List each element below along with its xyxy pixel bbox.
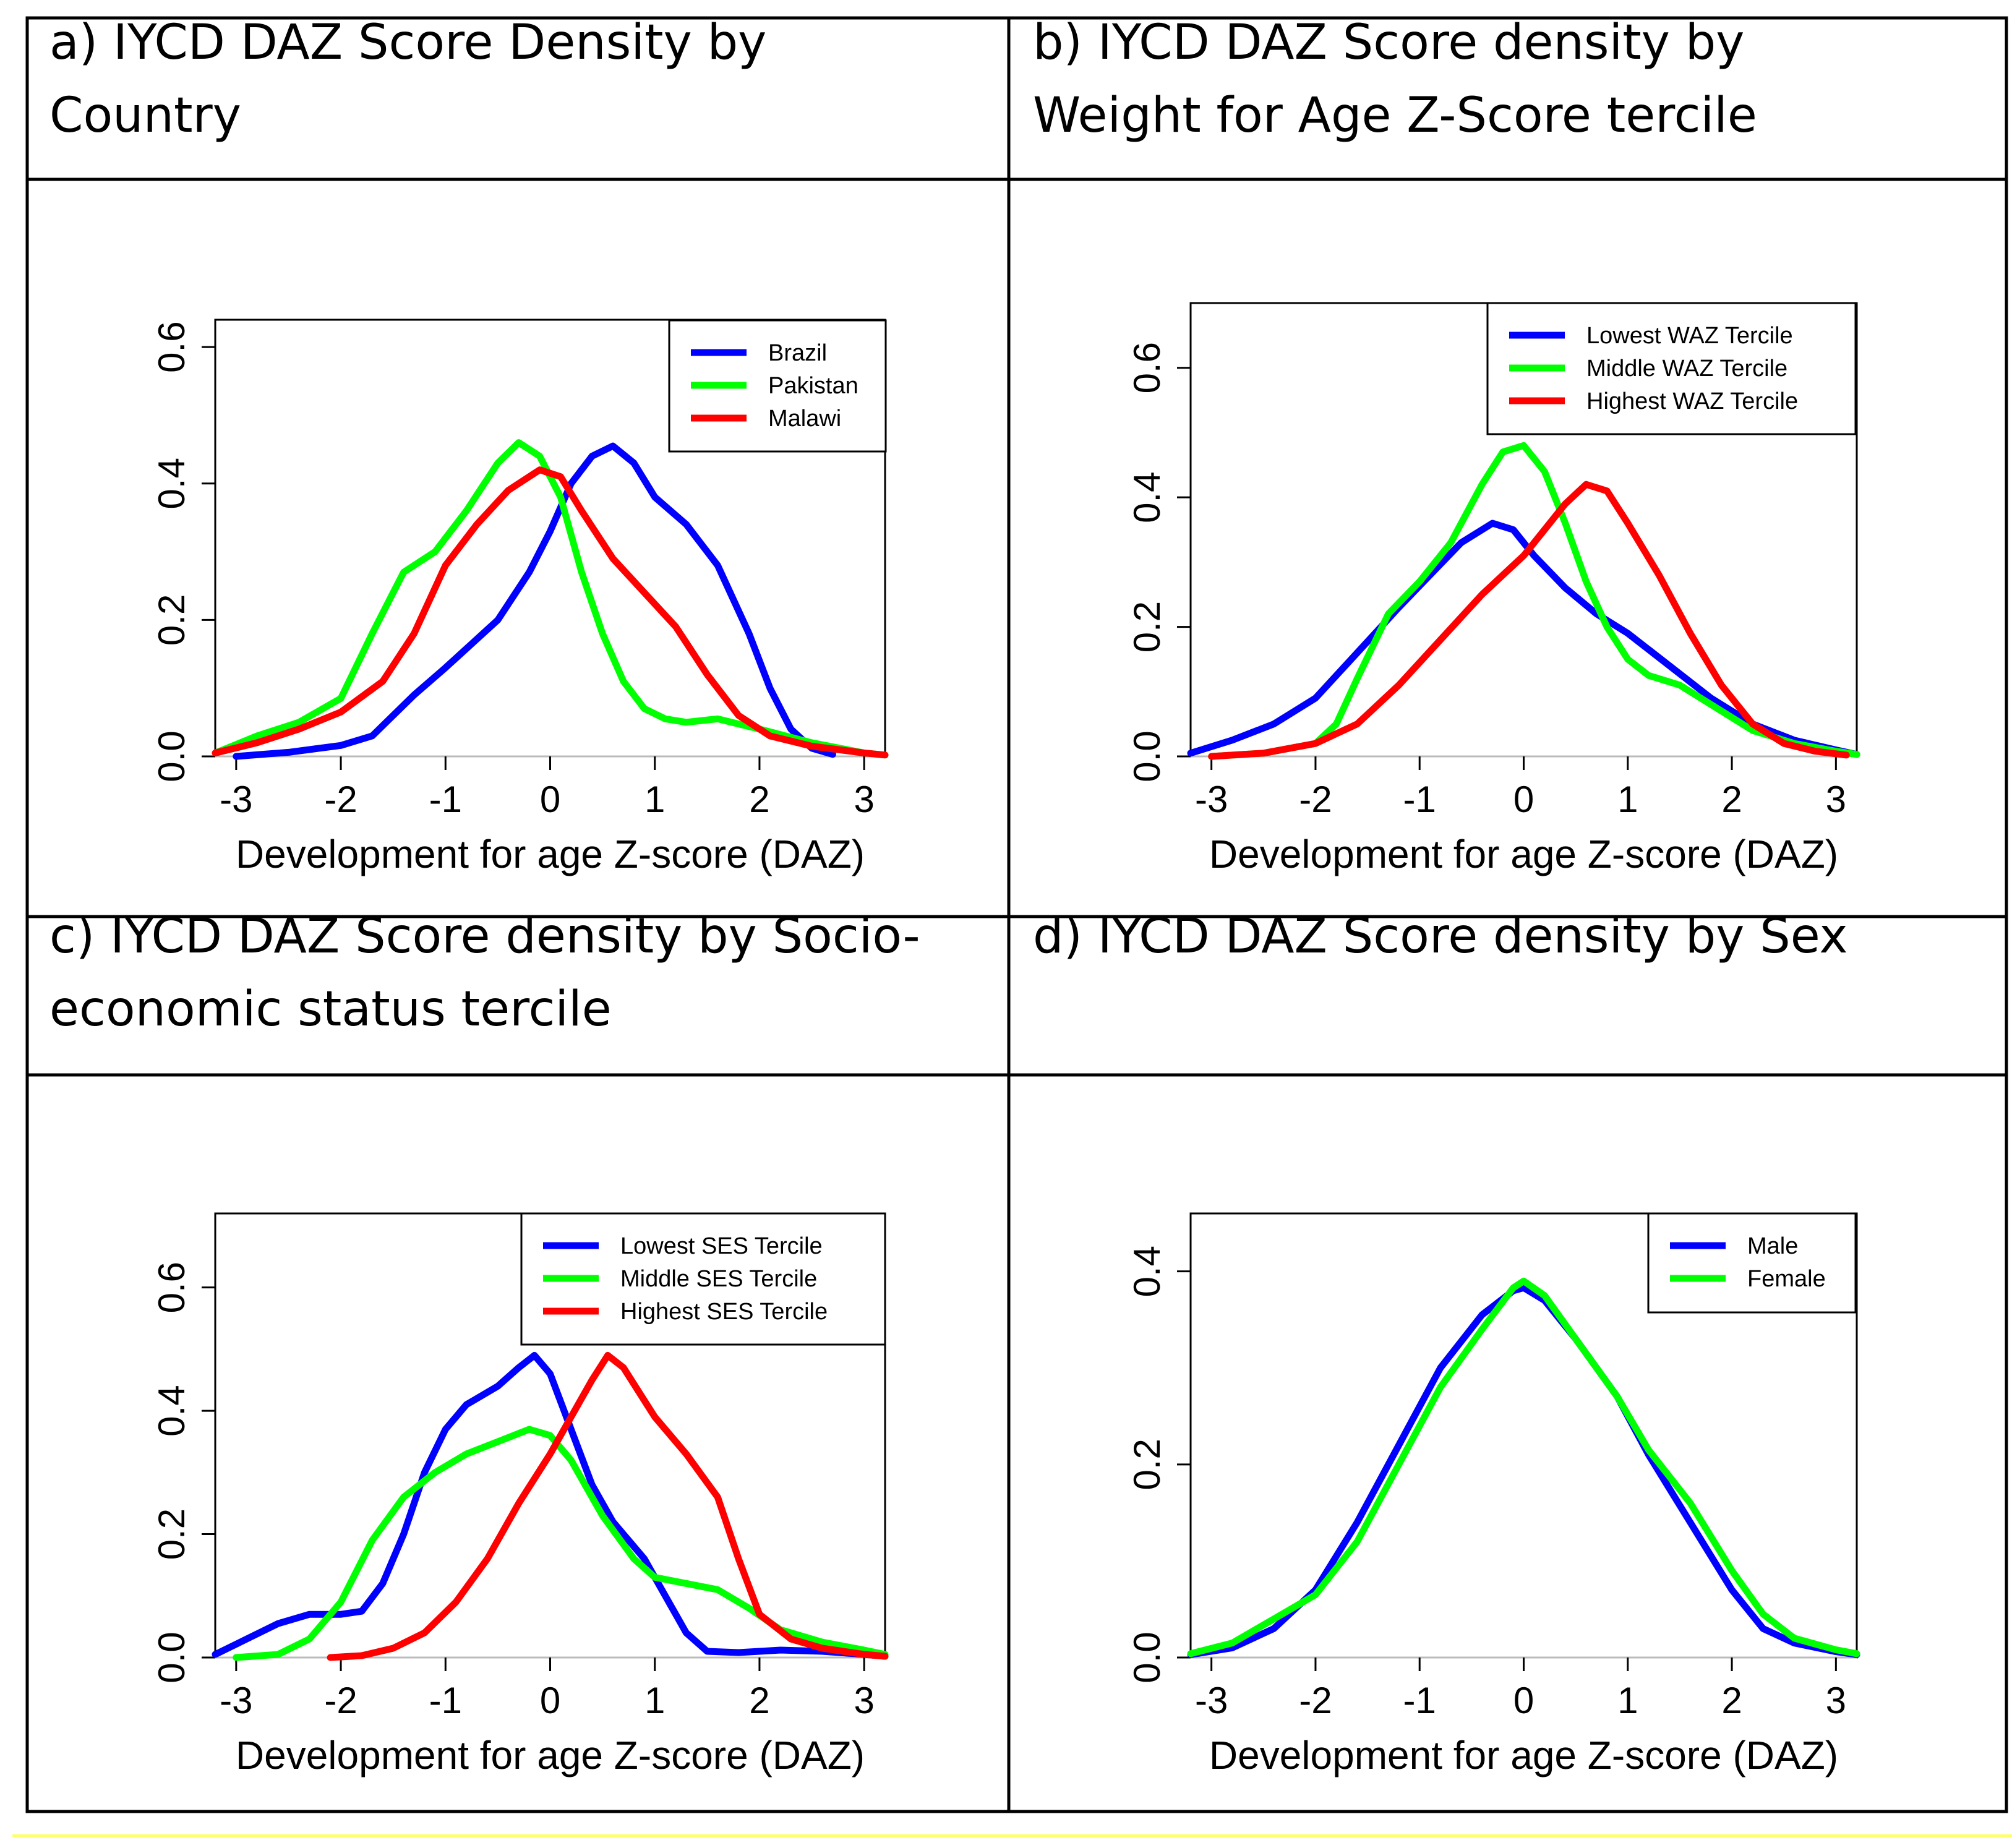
x-tick-label: 2 [1721, 1680, 1742, 1721]
x-tick-label: 2 [1721, 779, 1742, 820]
series-line-male [1187, 1284, 1860, 1658]
legend-label: Lowest WAZ Tercile [1586, 323, 1793, 349]
legend-label: Female [1747, 1266, 1826, 1292]
x-axis-label: Development for age Z-score (DAZ) [236, 832, 865, 876]
panel-title: c) IYCD DAZ Score density by Socio-econo… [49, 909, 920, 1037]
x-axis-label: Development for age Z-score (DAZ) [1209, 832, 1838, 876]
x-tick-label: -2 [1299, 1680, 1332, 1721]
legend-label: Malawi [768, 406, 841, 432]
y-tick-label: 0.0 [1126, 730, 1168, 782]
x-tick-label: -1 [429, 1680, 462, 1721]
x-tick-label: -1 [1403, 779, 1436, 820]
x-tick-label: 1 [1617, 1680, 1638, 1721]
chart-panel-c: c) IYCD DAZ Score density by Socio-econo… [49, 909, 920, 1777]
x-tick-label: 0 [1513, 779, 1534, 820]
figure-frame [25, 16, 2008, 1813]
x-tick-label: -2 [324, 779, 357, 820]
legend-label: Highest WAZ Tercile [1586, 388, 1798, 414]
x-tick-label: 3 [1826, 779, 1846, 820]
series-line-pakistan [212, 439, 889, 759]
panel-title: b) IYCD DAZ Score density by Weight for A… [1033, 15, 1757, 143]
series-line-brazil [233, 442, 836, 760]
y-tick-label: 0.6 [1126, 342, 1168, 393]
y-tick-label: 0.2 [1126, 1439, 1168, 1490]
panel-title: d) IYCD DAZ Score density by Sex [1033, 909, 1848, 964]
y-tick-label: 0.0 [151, 1632, 192, 1683]
legend-label: Pakistan [768, 373, 858, 399]
x-tick-label: 2 [749, 1680, 769, 1721]
x-tick-label: -3 [220, 779, 252, 820]
x-axis-label: Development for age Z-score (DAZ) [1209, 1733, 1838, 1777]
x-axis-label: Development for age Z-score (DAZ) [236, 1733, 865, 1777]
legend-label: Highest SES Tercile [620, 1299, 828, 1325]
legend-label: Middle WAZ Tercile [1586, 356, 1787, 382]
x-tick-label: 3 [854, 779, 874, 820]
x-tick-label: 0 [540, 1680, 560, 1721]
series-line-middle-ses-tercile [233, 1426, 889, 1661]
y-tick-label: 0.2 [1126, 601, 1168, 652]
panel-title-line: c) IYCD DAZ Score density by Socio- [49, 909, 920, 964]
y-tick-label: 0.2 [151, 594, 192, 646]
series-line-highest-ses-tercile [327, 1351, 889, 1661]
y-tick-label: 0.4 [151, 458, 192, 509]
x-tick-label: -3 [1195, 779, 1228, 820]
y-tick-label: 0.6 [151, 1262, 192, 1313]
x-tick-label: 0 [1513, 1680, 1534, 1721]
x-tick-label: -1 [1403, 1680, 1436, 1721]
series-line-middle-waz-tercile [1208, 442, 1860, 760]
y-tick-label: 0.4 [151, 1385, 192, 1436]
panel-title-line: d) IYCD DAZ Score density by Sex [1033, 909, 1848, 964]
panel-title-line: Weight for Age Z-Score tercile [1033, 88, 1757, 143]
chart-panel-d: d) IYCD DAZ Score density by Sex -3 -2 -1 0 1… [1033, 909, 1860, 1777]
x-tick-label: 0 [540, 779, 560, 820]
y-tick-label: 0.6 [151, 321, 192, 372]
panel-title: a) IYCD DAZ Score Density by Country [49, 15, 766, 143]
panel-title-line: a) IYCD DAZ Score Density by [49, 15, 766, 71]
series-line-lowest-ses-tercile [212, 1351, 889, 1660]
x-tick-label: -3 [1195, 1680, 1228, 1721]
x-tick-label: 3 [854, 1680, 874, 1721]
x-tick-label: 2 [749, 779, 769, 820]
x-tick-label: 1 [644, 779, 665, 820]
y-tick-label: 0.2 [151, 1508, 192, 1560]
series-line-malawi [212, 466, 889, 759]
x-tick-label: -2 [324, 1680, 357, 1721]
x-tick-label: -1 [429, 779, 462, 820]
panel-title-line: Country [49, 88, 241, 143]
series-line-highest-waz-tercile [1208, 481, 1850, 760]
y-tick-label: 0.0 [1126, 1632, 1168, 1683]
panel-title-line: b) IYCD DAZ Score density by [1033, 15, 1744, 71]
x-tick-label: 3 [1826, 1680, 1846, 1721]
chart-panel-b: b) IYCD DAZ Score density by Weight for A… [1033, 15, 1860, 876]
x-tick-label: 1 [644, 1680, 665, 1721]
legend-box [1647, 1212, 1857, 1314]
legend-label: Middle SES Tercile [620, 1266, 817, 1292]
legend-label: Brazil [768, 340, 827, 366]
chart-panel-a: a) IYCD DAZ Score Density by Country -3 -2 -… [49, 15, 889, 876]
x-tick-label: -2 [1299, 779, 1332, 820]
series-line-female [1187, 1277, 1860, 1658]
y-tick-label: 0.0 [151, 730, 192, 782]
legend-label: Male [1747, 1233, 1798, 1259]
panel-title-line: economic status tercile [49, 982, 612, 1037]
x-tick-label: -3 [220, 1680, 252, 1721]
legend-label: Lowest SES Tercile [620, 1233, 823, 1259]
y-tick-label: 0.4 [1126, 471, 1168, 523]
x-tick-label: 1 [1617, 779, 1638, 820]
y-tick-label: 0.4 [1126, 1246, 1168, 1297]
